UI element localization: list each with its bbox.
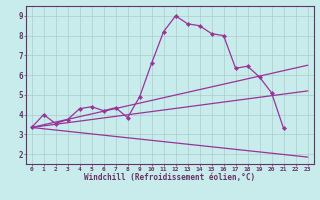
X-axis label: Windchill (Refroidissement éolien,°C): Windchill (Refroidissement éolien,°C) — [84, 173, 255, 182]
